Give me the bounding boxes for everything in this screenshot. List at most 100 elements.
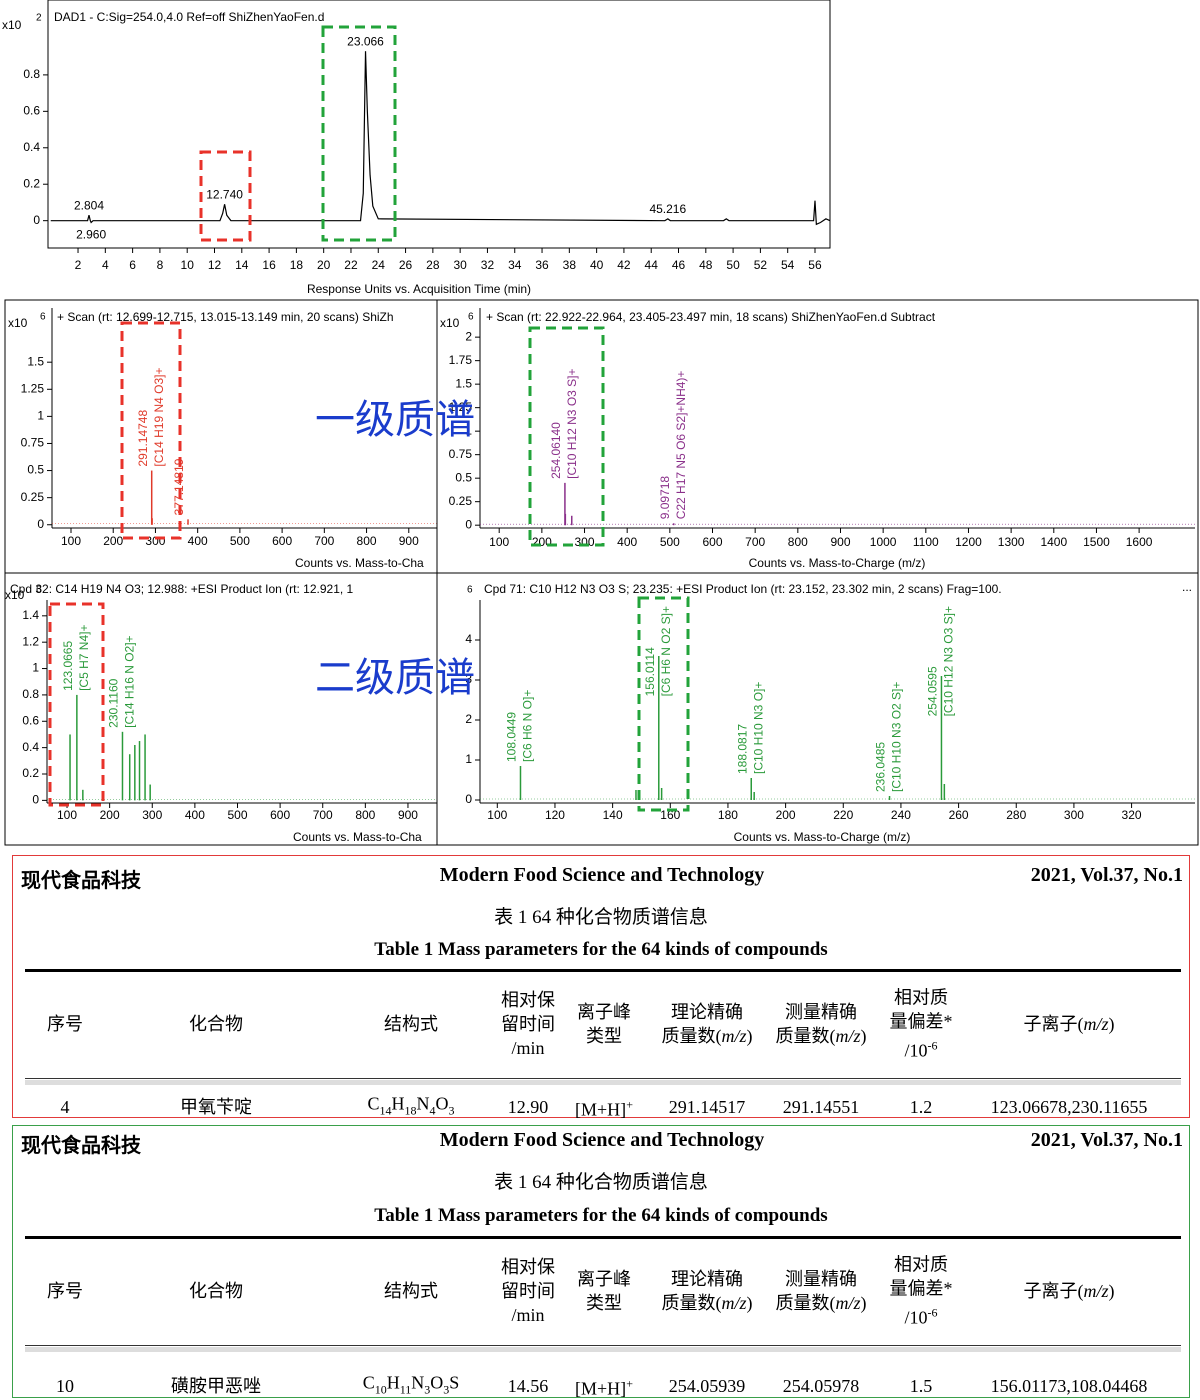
peak-label: 2.804	[74, 198, 104, 212]
header-cell: 子离子(m/z)	[969, 1279, 1169, 1303]
header-line: 相对保	[501, 1257, 555, 1277]
x-tick-label: 240	[891, 808, 911, 822]
peak-label: [C10 H12 N3 O3 S]+	[565, 368, 579, 478]
peak-label: 9.09718	[658, 476, 672, 520]
header-cell: 序号	[0, 1279, 165, 1303]
y-tick-label: 1.5	[27, 354, 44, 368]
peak-label: 23.066	[347, 34, 384, 48]
x-tick-label: 900	[398, 808, 418, 822]
caption: 表 1 64 种化合物质谱信息	[494, 907, 708, 928]
header-line: 类型	[586, 1293, 622, 1313]
y-tick-label: 0.2	[23, 176, 40, 190]
y-tick-label: 0.5	[455, 470, 472, 484]
x-tick-label: 500	[230, 534, 250, 548]
x-tick-label: 50	[726, 258, 740, 272]
y-tick-label: 4	[465, 632, 472, 646]
x-tick-label: 56	[808, 258, 822, 272]
header-cell: 测量精确 质量数(m/z)	[721, 1267, 921, 1315]
peak-label: C22 H17 N5 O6 S2]+NH4)+	[674, 371, 688, 520]
highlight-box	[637, 596, 690, 812]
chart-panel: + Scan (rt: 22.922-22.964, 23.405-23.497…	[436, 299, 1199, 574]
x-tick-label: 44	[645, 258, 659, 272]
y-tick-label: 0.75	[21, 436, 45, 450]
x-tick-label: 22	[344, 258, 358, 272]
x-tick-label: 200	[776, 808, 796, 822]
table-cell: 254.05939	[668, 1376, 746, 1396]
header-line: 结构式	[384, 1014, 438, 1034]
x-tick-label: 200	[532, 535, 552, 549]
section-label: 一级质谱	[315, 397, 475, 443]
header-cell: 结构式	[311, 1279, 511, 1303]
peak-label: [C10 H10 N3 O2 S]+	[890, 682, 904, 792]
header-cell: 相对保 留时间/min	[428, 988, 628, 1060]
header-line: 化合物	[189, 1281, 243, 1301]
x-tick-label: 6	[129, 258, 136, 272]
rule	[25, 1347, 1181, 1352]
header-cell: 相对质 量偏差* /10-6	[821, 986, 1021, 1063]
x-tick-label: 54	[781, 258, 795, 272]
rule	[25, 1080, 1181, 1085]
peak-label: 236.0485	[874, 742, 888, 792]
header-cell: 相对质 量偏差* /10-6	[821, 1253, 1021, 1330]
header-cell: 化合物	[116, 1279, 316, 1303]
header-cell: 测量精确 质量数(m/z)	[721, 1000, 921, 1048]
x-tick-label: 1000	[870, 535, 897, 549]
peak-label: 108.0449	[505, 712, 519, 762]
header-line: /10-6	[904, 1038, 938, 1061]
header-line: 相对质	[894, 987, 948, 1008]
x-tick-label: 700	[313, 808, 333, 822]
highlight-box	[199, 150, 252, 242]
panel-frame	[47, 0, 831, 249]
x-tick-label: 140	[603, 808, 623, 822]
header-line: 质量数(m/z)	[775, 1026, 867, 1046]
x-axis-label: Counts vs. Mass-to-Charge (m/z)	[734, 830, 911, 844]
x-tick-label: 220	[833, 808, 853, 822]
header-cell: 序号	[0, 1012, 165, 1036]
y-tick-label: 0.6	[23, 104, 40, 118]
peak-label: 123.0665	[61, 641, 75, 691]
x-tick-label: 700	[314, 534, 334, 548]
x-tick-label: 100	[487, 808, 507, 822]
x-tick-label: 1500	[1083, 535, 1110, 549]
x-tick-label: 300	[142, 808, 162, 822]
peak-label: 291.14748	[136, 410, 150, 467]
x-tick-label: 200	[103, 534, 123, 548]
x-tick-label: 16	[262, 258, 276, 272]
x-tick-label: 800	[357, 534, 377, 548]
x-tick-label: 900	[399, 534, 419, 548]
y-tick-label: 0.4	[22, 740, 39, 754]
header-line: 测量精确	[785, 1269, 857, 1289]
x-tick-label: 400	[188, 534, 208, 548]
header-line: 序号	[47, 1281, 83, 1301]
x-tick-label: 30	[453, 258, 467, 272]
header-line: /min	[511, 1038, 545, 1058]
x-tick-label: 120	[545, 808, 565, 822]
table-cell: C10H11N3O3S	[362, 1372, 460, 1397]
chart-title: + Scan (rt: 12.699-12.715, 13.015-13.149…	[57, 310, 394, 324]
highlight-box	[48, 602, 105, 807]
charts: DAD1 - C:Sig=254.0,4.0 Ref=off ShiZhenYa…	[2, 0, 1199, 846]
x-tick-label: 300	[1064, 808, 1084, 822]
header-cell: 理论精确 质量数(m/z)	[607, 1267, 807, 1315]
x-tick-label: 18	[290, 258, 304, 272]
header-line: 质量数(m/z)	[661, 1293, 753, 1313]
journal-name-en: Modern Food Science and Technology	[439, 864, 765, 886]
y-scale-label: x10	[2, 18, 22, 32]
chart-panel: + Scan (rt: 12.699-12.715, 13.015-13.149…	[4, 299, 506, 574]
y-tick-label: 0	[465, 792, 472, 806]
table-cell: 254.05978	[782, 1376, 860, 1396]
x-tick-label: 2	[75, 258, 82, 272]
peak-label: 156.0114	[643, 647, 657, 696]
header-line: 量偏差*	[889, 1278, 953, 1299]
y-scale-exponent: 6	[36, 585, 42, 596]
x-tick-label: 100	[57, 808, 77, 822]
table-cell: 291.14551	[782, 1097, 860, 1117]
table-cell: 291.14517	[668, 1097, 746, 1117]
x-tick-label: 280	[1006, 808, 1026, 822]
x-tick-label: 8	[157, 258, 164, 272]
y-tick-label: 2	[465, 712, 472, 726]
x-tick-label: 200	[100, 808, 120, 822]
header-line: 序号	[47, 1014, 83, 1034]
header-cell: 离子峰 类型	[504, 1267, 704, 1315]
header-cell: 理论精确 质量数(m/z)	[607, 1000, 807, 1048]
